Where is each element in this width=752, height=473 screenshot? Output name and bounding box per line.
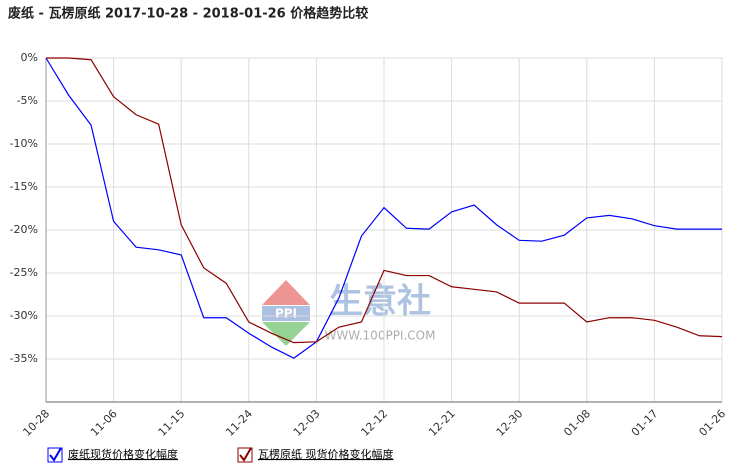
x-tick-label: 11-24	[223, 407, 255, 439]
series-line	[45, 57, 722, 359]
x-tick-label: 10-28	[20, 407, 52, 439]
watermark-text: 生意社	[329, 282, 431, 322]
y-tick-label: 0%	[21, 51, 38, 64]
plot: 0% -5% -10% -15% -20% -25% -30% -35% 10-28 11-06 1…	[10, 51, 728, 463]
legend-label[interactable]: 瓦楞原纸 现货价格变化幅度	[258, 447, 394, 461]
x-tick-label: 12-30	[494, 407, 526, 439]
y-tick-label: -10%	[10, 137, 38, 150]
legend-check	[239, 447, 252, 462]
x-tick-label: 12-03	[291, 407, 323, 439]
x-tick-label: 12-12	[358, 407, 390, 439]
x-tick-label: 11-15	[156, 407, 188, 439]
y-tick-label: -25%	[10, 266, 38, 279]
legend-label[interactable]: 废纸现货价格变化幅度	[68, 447, 178, 461]
svg-text:PPI: PPI	[275, 307, 297, 321]
chart-title: 废纸 - 瓦楞原纸 2017-10-28 - 2018-01-26 价格趋势比较	[8, 6, 368, 22]
x-tick-label: 12-21	[426, 407, 458, 439]
x-tick-label: 01-26	[696, 407, 728, 439]
y-tick-label: -35%	[10, 352, 38, 365]
watermark-logo: PPI	[262, 280, 310, 346]
x-tick-label: 01-17	[629, 407, 661, 439]
y-tick-label: -20%	[10, 223, 38, 236]
y-tick-label: -5%	[17, 94, 38, 107]
series-line	[46, 57, 723, 344]
x-tick-label: 11-06	[88, 407, 120, 439]
watermark-url: WWW.100PPI.COM	[325, 329, 436, 343]
y-tick-label: -30%	[10, 309, 38, 322]
y-tick-label: -15%	[10, 180, 38, 193]
x-tick-label: 01-08	[561, 407, 593, 439]
legend-check	[49, 447, 62, 462]
